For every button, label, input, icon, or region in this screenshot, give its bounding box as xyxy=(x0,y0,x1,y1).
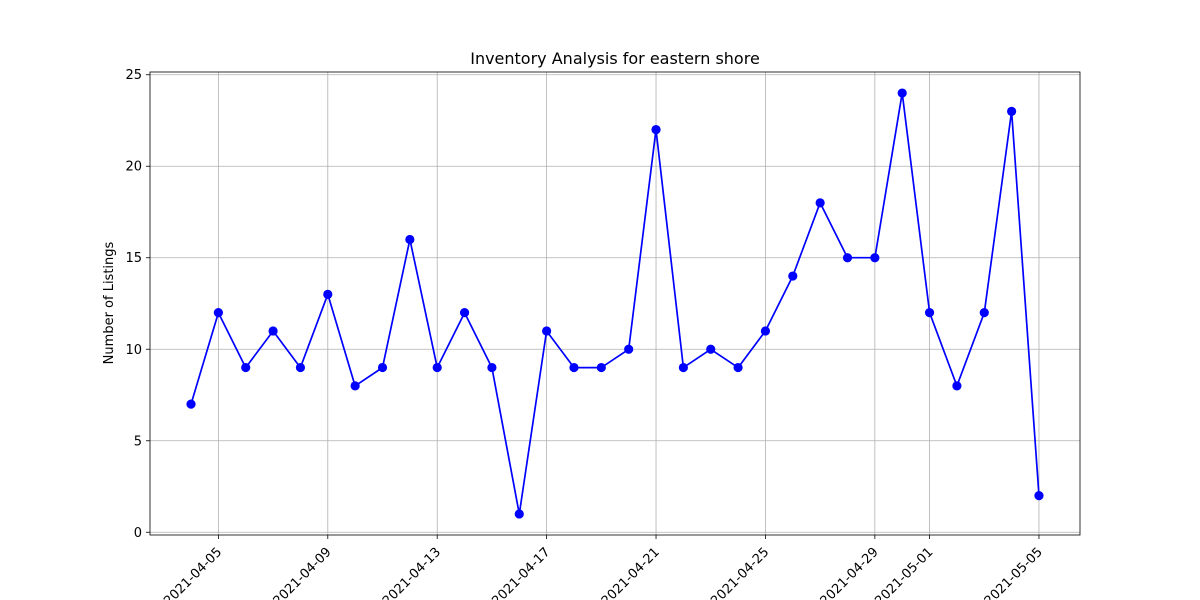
y-axis-ticks: 0 5 10 15 20 25 xyxy=(125,68,150,541)
data-point xyxy=(405,234,415,245)
x-tick-label: 2021-04-09 xyxy=(271,545,335,600)
data-point xyxy=(870,253,880,263)
data-point xyxy=(1034,491,1044,501)
y-tick-label: 10 xyxy=(125,343,142,358)
data-point xyxy=(268,326,278,336)
data-point xyxy=(596,362,606,373)
chart-title: Inventory Analysis for eastern shore xyxy=(470,49,760,68)
plot-frame xyxy=(149,71,1081,536)
data-point xyxy=(213,308,223,318)
series-line xyxy=(190,92,1040,515)
data-point xyxy=(514,509,524,519)
data-point xyxy=(815,198,825,208)
data-point xyxy=(295,362,306,373)
data-point xyxy=(542,326,552,336)
x-tick-label: 2021-04-29 xyxy=(818,545,882,600)
data-point xyxy=(624,344,634,354)
data-point xyxy=(788,271,798,281)
data-point xyxy=(952,381,962,391)
data-point xyxy=(733,362,743,373)
data-point xyxy=(760,326,771,336)
x-tick-label: 2021-04-21 xyxy=(599,545,663,600)
data-point xyxy=(897,88,907,98)
x-tick-label: 2021-04-13 xyxy=(380,545,444,600)
data-point xyxy=(432,362,442,373)
data-point xyxy=(924,308,935,318)
x-tick-label: 2021-04-05 xyxy=(161,545,225,600)
y-axis-label: Number of Listings xyxy=(102,241,117,364)
y-tick-label: 5 xyxy=(134,434,142,449)
y-tick-label: 20 xyxy=(125,160,142,175)
x-tick-label: 2021-05-01 xyxy=(872,545,936,600)
data-point xyxy=(569,362,579,373)
data-point xyxy=(459,308,470,318)
series-group xyxy=(186,88,1044,519)
data-point xyxy=(651,125,661,135)
data-point xyxy=(350,381,360,391)
data-point xyxy=(678,362,688,373)
data-point xyxy=(377,362,388,373)
y-tick-label: 0 xyxy=(134,526,142,541)
data-point xyxy=(487,362,497,373)
y-tick-label: 25 xyxy=(125,68,142,83)
x-axis-ticks: 2021-04-05 2021-04-09 2021-04-13 2021-04-17… xyxy=(161,535,1046,600)
x-tick-label: 2021-05-05 xyxy=(982,545,1046,600)
data-point xyxy=(1007,106,1017,116)
grid xyxy=(150,72,1080,535)
y-tick-label: 15 xyxy=(125,251,142,266)
data-point xyxy=(842,253,853,263)
data-point xyxy=(241,362,251,373)
data-point xyxy=(323,289,333,299)
x-tick-label: 2021-04-25 xyxy=(708,545,772,600)
data-point xyxy=(979,308,989,318)
data-point xyxy=(706,344,716,354)
data-point xyxy=(186,399,196,409)
x-tick-label: 2021-04-17 xyxy=(489,545,553,600)
